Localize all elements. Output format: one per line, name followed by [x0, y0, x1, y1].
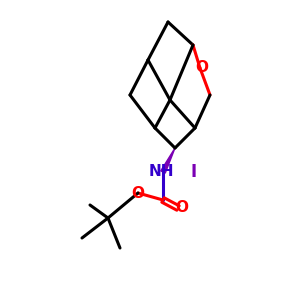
Text: O: O: [131, 185, 145, 200]
Text: O: O: [176, 200, 188, 215]
Text: NH: NH: [148, 164, 174, 179]
Polygon shape: [161, 148, 175, 173]
Text: O: O: [196, 61, 208, 76]
Text: I: I: [191, 163, 197, 181]
